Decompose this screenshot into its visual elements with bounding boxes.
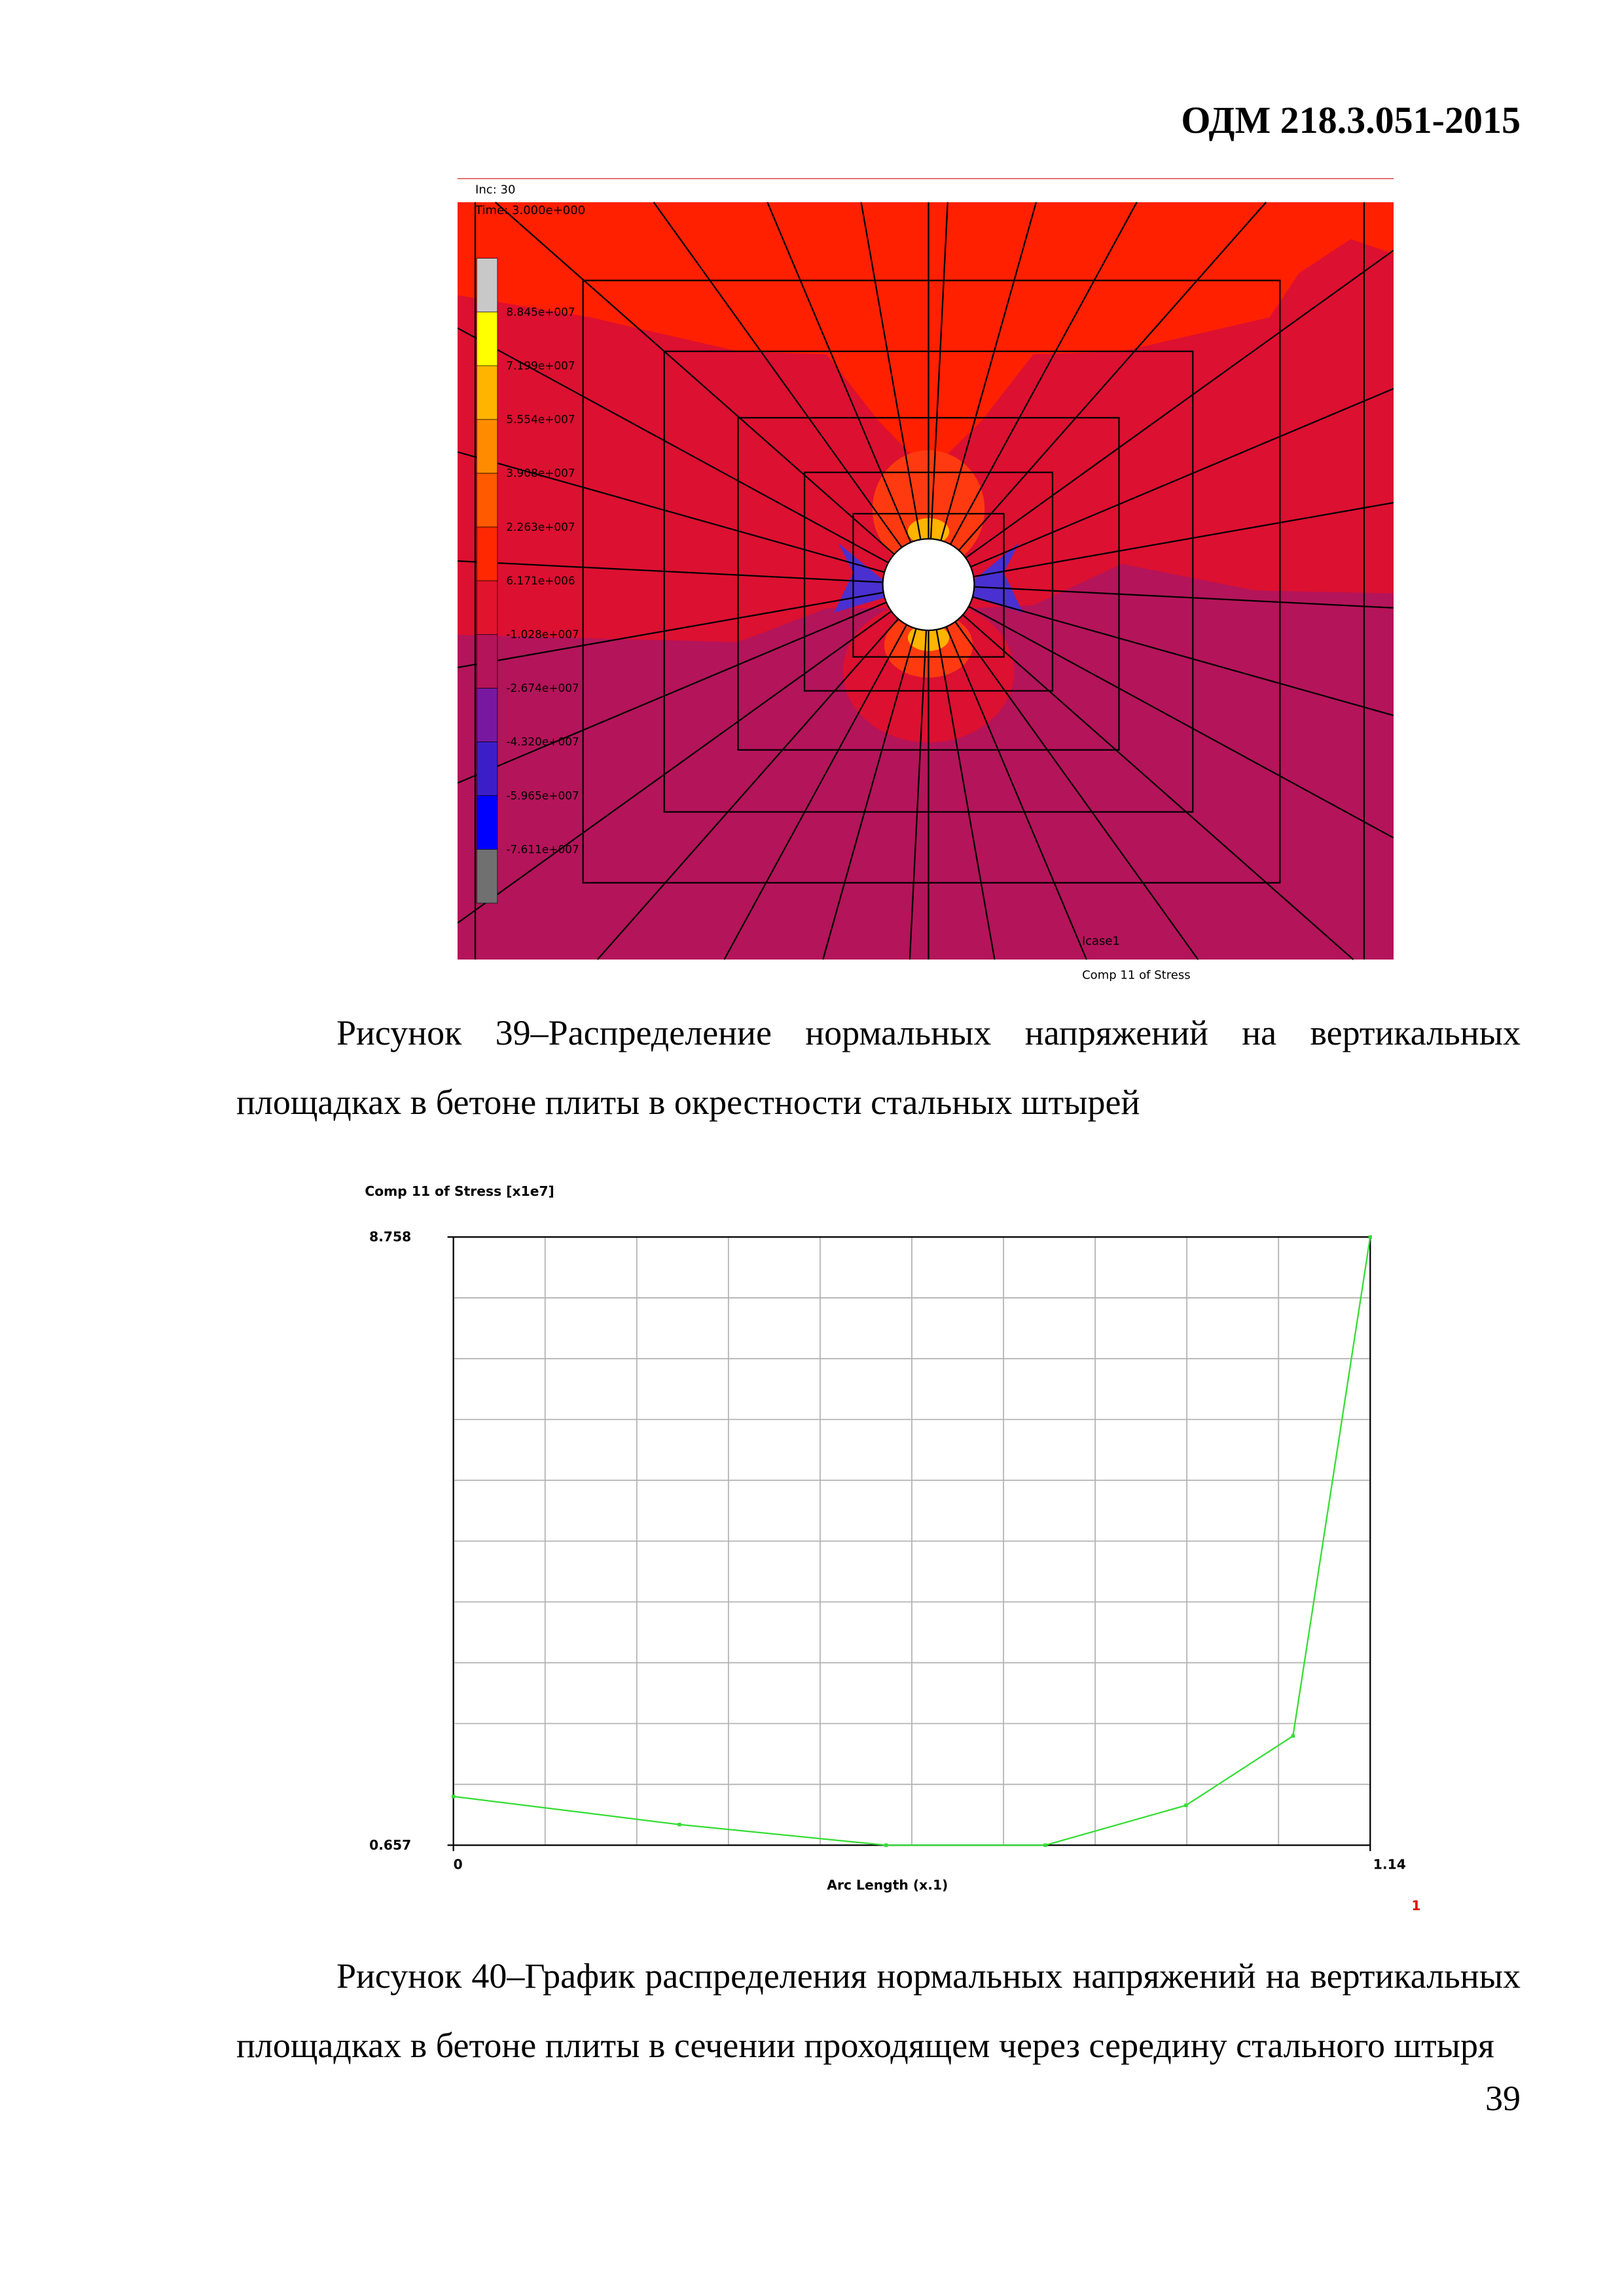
legend-swatch [476,312,498,367]
legend-entry: 1 [1411,1897,1420,1913]
legend-swatch [476,849,498,904]
point [1043,1843,1047,1847]
x-tick-label: 1.14 [1373,1856,1406,1872]
hole [882,538,975,632]
legend-label: -4.320e+007 [506,735,579,748]
point [1291,1734,1295,1738]
legend-label: 2.263e+007 [506,520,575,533]
mesh-line [458,560,883,583]
mesh-line [458,592,884,669]
legend-swatch [476,365,498,420]
point [677,1822,681,1827]
legend-label: 8.845e+007 [506,305,575,318]
mesh-ring [582,279,1281,884]
mesh-line [458,451,885,573]
legend-label: -5.965e+007 [506,789,579,802]
mesh-line [909,630,928,960]
legend-swatch [476,580,498,635]
time: Time: 3.000e+000 [475,204,585,217]
field-wing [834,543,889,613]
mesh-line [458,327,889,564]
page-number: 39 [1485,2079,1521,2118]
mesh-line [494,202,895,555]
chart: Comp 11 of Stress [x1e7] Arc Length (x.1… [365,1183,1420,1914]
point [1184,1803,1188,1808]
header: ОДМ 218.3.051-2015 [1181,99,1521,141]
mesh-line [929,202,948,539]
mesh-line [970,387,1394,568]
figure-39: 8.845e+007 7.199e+007 5.554e+007 3.908e+007… [458,177,1394,982]
load-case: lcase1 [1082,934,1120,948]
legend-swatch [476,742,498,797]
legend-swatch [476,473,498,528]
mesh-line [653,202,903,548]
point [451,1795,456,1799]
mesh-line [962,614,1354,960]
legend-swatch [476,526,498,581]
mesh-line [822,628,917,960]
caption: Рисунок 40–График распределения нормальн… [236,1956,1521,2065]
mesh-line [596,618,899,960]
legend-swatch [476,258,498,313]
legend-swatch [476,688,498,742]
mesh-line [860,202,922,540]
legend-label: -1.028e+007 [506,628,579,641]
mesh [458,202,1394,960]
mesh-line [954,621,1199,960]
field-wing [968,543,1023,613]
increment: Inc: 30 [475,183,515,196]
legend-label: 3.908e+007 [506,467,575,480]
legend-label: 5.554e+007 [506,413,575,426]
mesh-line [949,202,1138,545]
x-tick-label: 0 [454,1856,463,1872]
y-tick-label: 8.758 [369,1229,411,1245]
field-tension [458,202,1394,473]
legend: 8.845e+007 7.199e+007 5.554e+007 3.908e+007… [476,258,579,904]
mesh-line [940,202,1038,541]
point [1368,1235,1372,1239]
mesh-line [965,249,1394,559]
legend-swatch [476,634,498,689]
field-compression [458,564,1394,960]
mesh-line [935,629,996,960]
legend-label: 7.199e+007 [506,359,575,372]
mesh-line [973,501,1394,578]
result-name: Comp 11 of Stress [1082,968,1191,982]
legend-label: 6.171e+006 [506,574,575,587]
mesh-line [723,624,908,960]
point [884,1843,888,1847]
mesh-line [458,611,892,924]
legend-label: -2.674e+007 [506,681,579,694]
mesh-line [972,596,1394,717]
mesh-line [767,202,912,543]
mesh-line [945,626,1087,960]
x-axis-label: Arc Length (x.1) [827,1877,948,1893]
mesh-line [958,202,1267,551]
mesh-line [458,601,887,784]
legend-label: -7.611e+007 [506,842,579,855]
mesh-line [968,605,1394,839]
chart-title: Comp 11 of Stress [x1e7] [365,1183,554,1199]
mesh-line [974,586,1394,609]
legend-swatch [476,419,498,474]
caption: Рисунок 39–Распределение нормальных напр… [236,1013,1521,1122]
y-tick-label: 0.657 [369,1837,411,1853]
legend-swatch [476,795,498,850]
